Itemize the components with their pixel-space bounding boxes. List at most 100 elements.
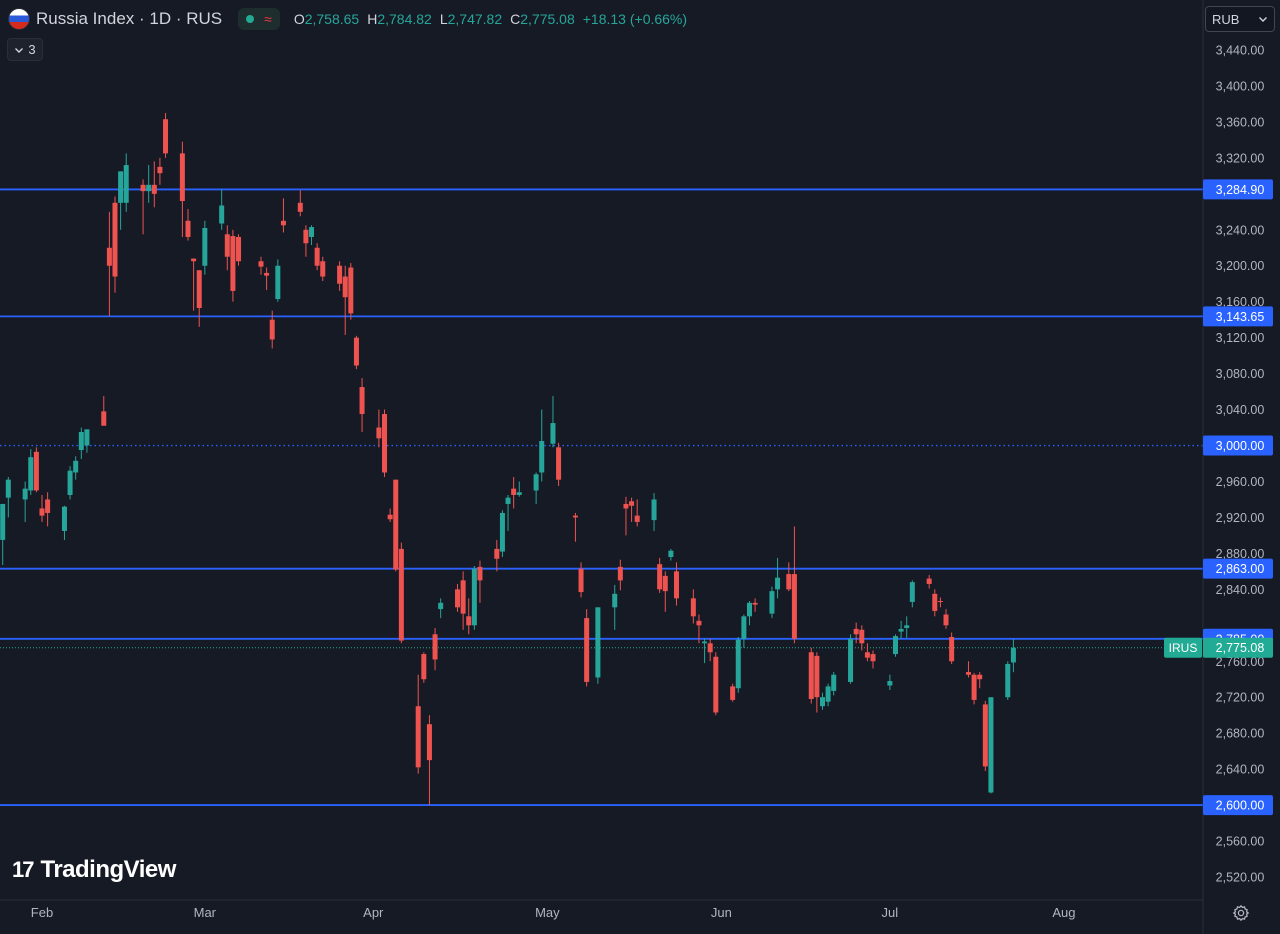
candle-up[interactable] bbox=[825, 683, 831, 707]
candle-up[interactable] bbox=[746, 601, 752, 626]
candle-down[interactable] bbox=[426, 715, 432, 806]
candle-up[interactable] bbox=[595, 607, 601, 684]
candle-up[interactable] bbox=[202, 220, 208, 275]
candle-up[interactable] bbox=[275, 259, 281, 302]
candle-down[interactable] bbox=[112, 196, 118, 293]
candle-down[interactable] bbox=[932, 589, 938, 617]
time-axis[interactable]: Feb Mar Apr May Jun Jul Aug bbox=[31, 905, 1076, 920]
candle-down[interactable] bbox=[713, 652, 719, 716]
candle-down[interactable] bbox=[623, 496, 629, 536]
candle-down[interactable] bbox=[707, 638, 713, 662]
candle-up[interactable] bbox=[668, 548, 674, 561]
candle-down[interactable] bbox=[393, 479, 399, 572]
candle-up[interactable] bbox=[898, 620, 904, 639]
candle-up[interactable] bbox=[78, 427, 84, 460]
candle-down[interactable] bbox=[264, 267, 270, 291]
candle-down[interactable] bbox=[690, 589, 696, 624]
candle-down[interactable] bbox=[359, 378, 365, 433]
candle-down[interactable] bbox=[297, 190, 303, 217]
candle-up[interactable] bbox=[612, 584, 618, 630]
candle-up[interactable] bbox=[118, 171, 124, 230]
candle-up[interactable] bbox=[819, 692, 825, 710]
candle-down[interactable] bbox=[398, 542, 404, 644]
candle-down[interactable] bbox=[415, 674, 421, 774]
candle-down[interactable] bbox=[634, 499, 640, 527]
candle-down[interactable] bbox=[163, 112, 169, 158]
candle-up[interactable] bbox=[775, 557, 781, 599]
currency-selector[interactable]: RUB bbox=[1205, 6, 1275, 32]
candle-up[interactable] bbox=[550, 396, 556, 448]
candle-down[interactable] bbox=[511, 476, 517, 509]
candle-up[interactable] bbox=[533, 472, 539, 504]
candle-down[interactable] bbox=[814, 652, 820, 713]
candle-down[interactable] bbox=[348, 263, 354, 320]
candle-up[interactable] bbox=[887, 674, 893, 691]
candle-down[interactable] bbox=[556, 442, 562, 486]
candle-down[interactable] bbox=[657, 557, 663, 593]
candle-down[interactable] bbox=[864, 643, 870, 662]
candle-up[interactable] bbox=[67, 466, 73, 500]
candle-down[interactable] bbox=[673, 562, 679, 606]
candle-down[interactable] bbox=[455, 583, 461, 612]
candle-up[interactable] bbox=[219, 189, 225, 230]
candle-down[interactable] bbox=[977, 672, 983, 689]
candle-down[interactable] bbox=[280, 198, 286, 233]
tradingview-logo[interactable]: 17 TradingView bbox=[12, 856, 176, 884]
candle-down[interactable] bbox=[629, 497, 635, 522]
candle-down[interactable] bbox=[269, 310, 275, 349]
candle-down[interactable] bbox=[353, 335, 359, 370]
russia-flag-icon[interactable] bbox=[8, 8, 30, 30]
candle-down[interactable] bbox=[45, 492, 51, 527]
candle-down[interactable] bbox=[179, 141, 185, 237]
candle-down[interactable] bbox=[584, 609, 590, 687]
candle-down[interactable] bbox=[421, 652, 427, 683]
candle-down[interactable] bbox=[191, 258, 197, 311]
candle-up[interactable] bbox=[741, 614, 747, 648]
candle-down[interactable] bbox=[578, 562, 584, 598]
candle-down[interactable] bbox=[982, 700, 988, 771]
candle-up[interactable] bbox=[5, 476, 11, 518]
candle-down[interactable] bbox=[33, 447, 39, 493]
candle-down[interactable] bbox=[949, 632, 955, 664]
candle-down[interactable] bbox=[432, 628, 438, 671]
candle-up[interactable] bbox=[1005, 661, 1011, 700]
candle-down[interactable] bbox=[494, 539, 500, 572]
candle-up[interactable] bbox=[73, 456, 79, 480]
candle-down[interactable] bbox=[617, 559, 623, 591]
candle-up[interactable] bbox=[22, 481, 28, 522]
candle-up[interactable] bbox=[471, 565, 477, 630]
candle-down[interactable] bbox=[337, 261, 343, 291]
candle-down[interactable] bbox=[662, 571, 668, 612]
candle-down[interactable] bbox=[303, 225, 309, 257]
candle-up[interactable] bbox=[438, 598, 444, 619]
candle-down[interactable] bbox=[786, 562, 792, 592]
candle-down[interactable] bbox=[477, 560, 483, 603]
candle-up[interactable] bbox=[1010, 638, 1016, 673]
candle-down[interactable] bbox=[314, 243, 320, 271]
candle-up[interactable] bbox=[123, 153, 129, 212]
candle-up[interactable] bbox=[904, 616, 910, 638]
candle-up[interactable] bbox=[909, 580, 915, 608]
candle-up[interactable] bbox=[499, 510, 505, 557]
candle-down[interactable] bbox=[342, 265, 348, 335]
price-axis[interactable]: 3,440.00 3,400.00 3,360.00 3,320.00 3,240.00… bbox=[1216, 44, 1265, 885]
candle-up[interactable] bbox=[28, 449, 34, 495]
candle-up[interactable] bbox=[516, 481, 522, 497]
candle-down[interactable] bbox=[965, 661, 971, 678]
candle-down[interactable] bbox=[460, 571, 466, 630]
candle-down[interactable] bbox=[185, 209, 191, 241]
candle-up[interactable] bbox=[831, 672, 837, 696]
candle-up[interactable] bbox=[84, 429, 90, 453]
candle-up[interactable] bbox=[0, 503, 6, 566]
candle-up[interactable] bbox=[651, 493, 657, 531]
candle-down[interactable] bbox=[926, 574, 932, 589]
candle-down[interactable] bbox=[236, 234, 242, 266]
candle-up[interactable] bbox=[539, 409, 545, 482]
candle-up[interactable] bbox=[309, 225, 315, 246]
candle-down[interactable] bbox=[859, 625, 865, 651]
candle-down[interactable] bbox=[808, 647, 814, 704]
candle-down[interactable] bbox=[730, 683, 736, 702]
candle-up[interactable] bbox=[702, 638, 708, 664]
candle-down[interactable] bbox=[971, 672, 977, 705]
